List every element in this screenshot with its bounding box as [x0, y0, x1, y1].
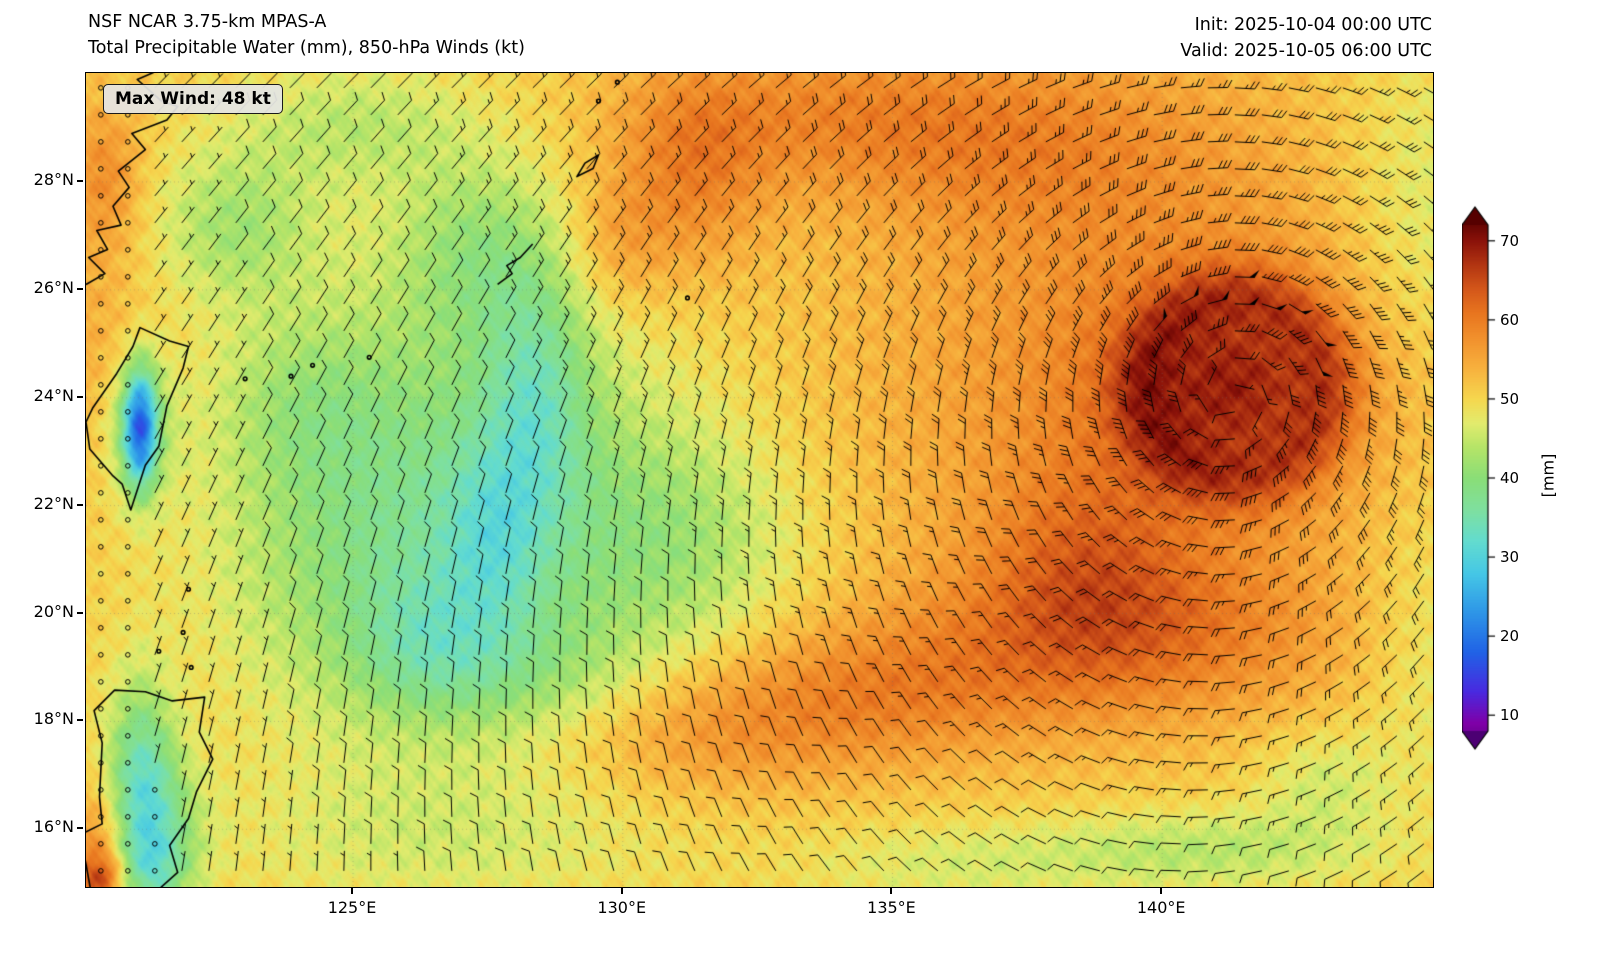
colorbar-unit-label: [mm] [1538, 453, 1558, 498]
valid-time-label: Valid: 2025-10-05 06:00 UTC [1180, 41, 1432, 61]
y-tick-mark [77, 719, 83, 722]
colorbar-tick-label: 40 [1500, 469, 1520, 487]
colorbar-tick-label: 50 [1500, 389, 1520, 408]
y-tick-label: 18°N [33, 709, 74, 729]
colorbar-tick-label: 20 [1500, 627, 1520, 646]
time-block: Init: 2025-10-04 00:00 UTC Valid: 2025-1… [1180, 12, 1432, 64]
y-tick-mark [77, 611, 83, 614]
max-wind-badge: Max Wind: 48 kt [103, 84, 283, 114]
colorbar-tick-label: 70 [1500, 231, 1520, 250]
colorbar-tick-label: 10 [1500, 706, 1520, 725]
y-tick-label: 24°N [33, 385, 74, 405]
y-tick-label: 20°N [33, 601, 74, 621]
init-time-label: Init: 2025-10-04 00:00 UTC [1194, 15, 1432, 35]
x-tick-label: 125°E [327, 898, 377, 917]
field-title: Total Precipitable Water (mm), 850-hPa W… [88, 38, 525, 58]
x-tick-label: 130°E [597, 898, 647, 917]
y-tick-mark [77, 827, 83, 830]
y-tick-label: 28°N [33, 169, 74, 189]
y-tick-mark [77, 179, 83, 182]
x-tick-mark [620, 888, 623, 894]
colorbar-tick-label: 30 [1500, 548, 1520, 567]
map-canvas [85, 72, 1434, 888]
y-tick-mark [77, 395, 83, 398]
x-tick-label: 135°E [867, 898, 916, 917]
x-tick-mark [351, 888, 354, 894]
colorbar-tick-label: 60 [1500, 310, 1520, 329]
x-tick-label: 140°E [1136, 898, 1186, 917]
x-tick-mark [890, 888, 893, 894]
model-title: NSF NCAR 3.75-km MPAS-A [88, 12, 327, 32]
y-tick-label: 16°N [33, 817, 74, 837]
y-tick-label: 22°N [33, 493, 74, 513]
colorbar-canvas [1462, 200, 1502, 760]
y-tick-mark [77, 503, 83, 506]
x-tick-mark [1160, 888, 1163, 894]
y-tick-mark [77, 287, 83, 290]
y-tick-label: 26°N [33, 277, 74, 297]
